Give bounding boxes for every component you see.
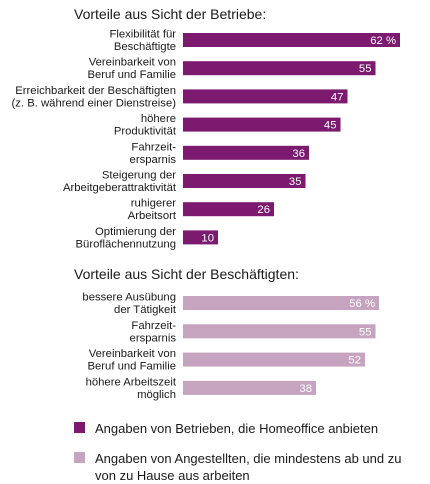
chart-title-employees: Vorteile aus Sicht der Beschäftigten: [74, 266, 299, 282]
category-label: bessere Ausübung [82, 292, 176, 304]
bar [183, 174, 306, 188]
bar [183, 202, 274, 217]
category-label: Erreichbarkeit der Beschäftigten [15, 85, 176, 97]
category-label: ersparnis [130, 332, 177, 344]
bar [183, 89, 348, 104]
legend-swatch-employees [74, 452, 85, 463]
value-label: 10 [201, 232, 214, 244]
value-label: 26 [257, 204, 270, 216]
category-label: Beschäftigte [114, 41, 176, 53]
category-label: Fahrzeit- [131, 320, 176, 332]
bar [183, 145, 309, 160]
category-label: Arbeitgeberattraktivität [63, 182, 177, 194]
value-label: 55 [359, 326, 372, 338]
category-label: Produktivität [114, 126, 177, 138]
category-label: ruhigerer [131, 198, 176, 210]
legend-label-employees: Angaben von Angestellten, die mindestens… [95, 451, 402, 483]
bar [183, 33, 400, 47]
bar [183, 117, 341, 132]
value-label: 55 [359, 63, 372, 75]
value-label: 56 % [349, 298, 375, 310]
value-label: 36 [292, 148, 305, 160]
category-label: Vereinbarkeit von [89, 57, 176, 69]
category-label: Optimierung der [95, 226, 176, 238]
value-label: 35 [289, 176, 302, 188]
category-label: Beruf und Familie [87, 69, 176, 81]
category-label: Fahrzeit- [131, 141, 176, 153]
value-label: 62 % [370, 35, 396, 47]
category-label: der Tätigkeit [114, 304, 177, 316]
chart-title-employers: Vorteile aus Sicht der Betriebe: [74, 6, 267, 22]
category-label: Steigerung der [102, 170, 176, 182]
legend-label-employers: Angaben von Betrieben, die Homeoffice an… [95, 421, 379, 436]
category-label: Büroflächennutzung [76, 238, 177, 250]
value-label: 52 [348, 355, 361, 367]
category-label: höhere [141, 113, 176, 125]
category-label: Vereinbarkeit von [89, 348, 176, 360]
category-label: höhere Arbeitszeit [86, 376, 177, 388]
category-label: ersparnis [130, 154, 177, 166]
category-label: Arbeitsort [128, 210, 177, 222]
category-label: Flexibilität für [109, 29, 176, 41]
category-label: (z. B. während einer Dienstreise) [12, 97, 177, 109]
bar [183, 324, 376, 339]
bar [183, 230, 218, 245]
bar [183, 61, 376, 76]
bar [183, 380, 316, 395]
category-label: möglich [137, 389, 176, 401]
value-label: 38 [299, 383, 312, 395]
legend-swatch-employers [74, 422, 85, 433]
value-label: 45 [324, 120, 337, 132]
bar [183, 296, 379, 310]
value-label: 47 [331, 91, 344, 103]
category-label: Beruf und Familie [87, 361, 176, 373]
bar [183, 352, 365, 367]
